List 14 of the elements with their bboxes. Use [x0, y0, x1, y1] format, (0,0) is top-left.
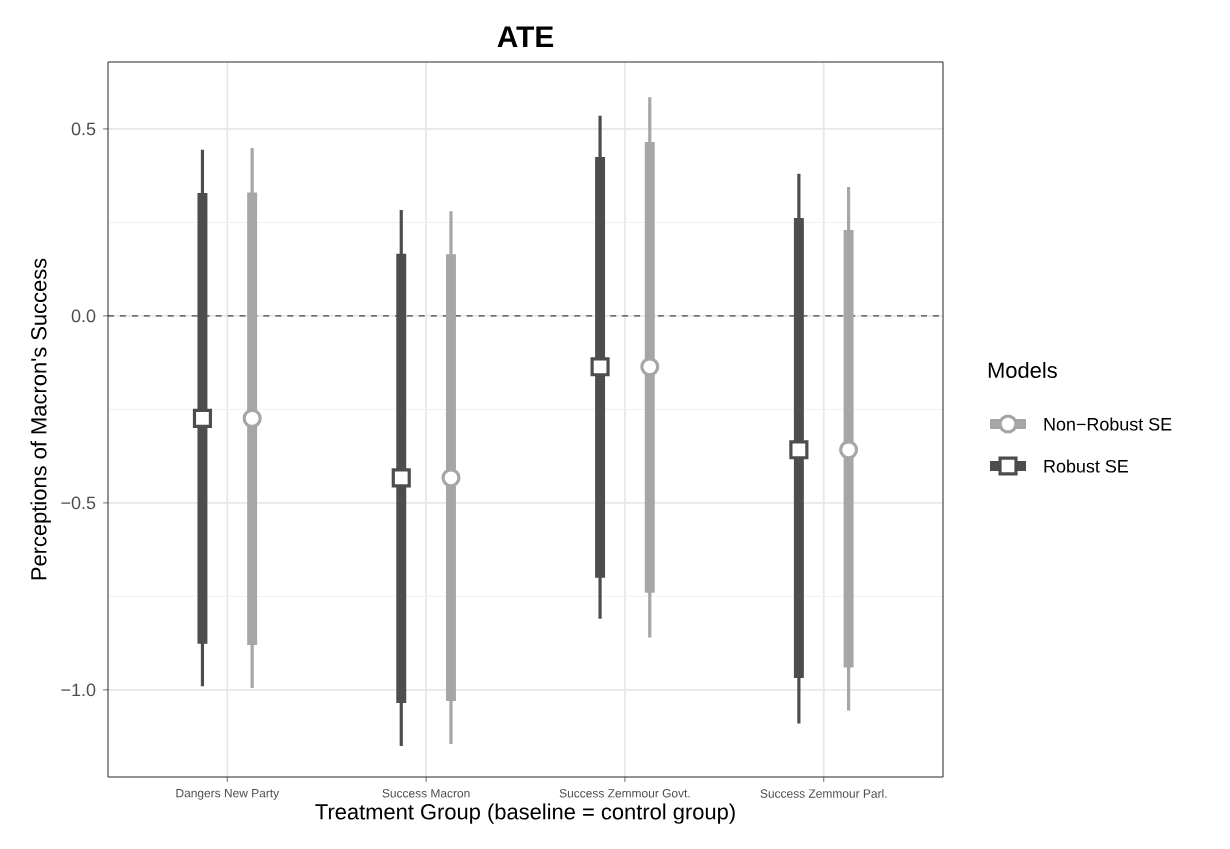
- y-tick-label: 0.5: [71, 122, 96, 136]
- x-axis-title: Treatment Group (baseline = control group): [315, 803, 735, 824]
- y-tick-label: −0.5: [61, 496, 96, 510]
- x-tick-label: Success Zemmour Parl.: [760, 789, 887, 798]
- legend-title: Models: [988, 361, 1057, 379]
- legend-label: Robust SE: [1044, 459, 1128, 473]
- y-tick-label: −1.0: [61, 683, 96, 697]
- legend-label: Non−Robust SE: [1044, 417, 1172, 431]
- chart-title: ATE: [497, 26, 554, 47]
- y-axis-title: Perceptions of Macron's Success: [30, 258, 51, 580]
- x-tick-label: Success Macron: [382, 789, 470, 798]
- x-tick-label: Dangers New Party: [176, 789, 280, 800]
- y-tick-label: 0.0: [71, 309, 96, 323]
- x-tick-label: Success Zemmour Govt.: [559, 789, 690, 798]
